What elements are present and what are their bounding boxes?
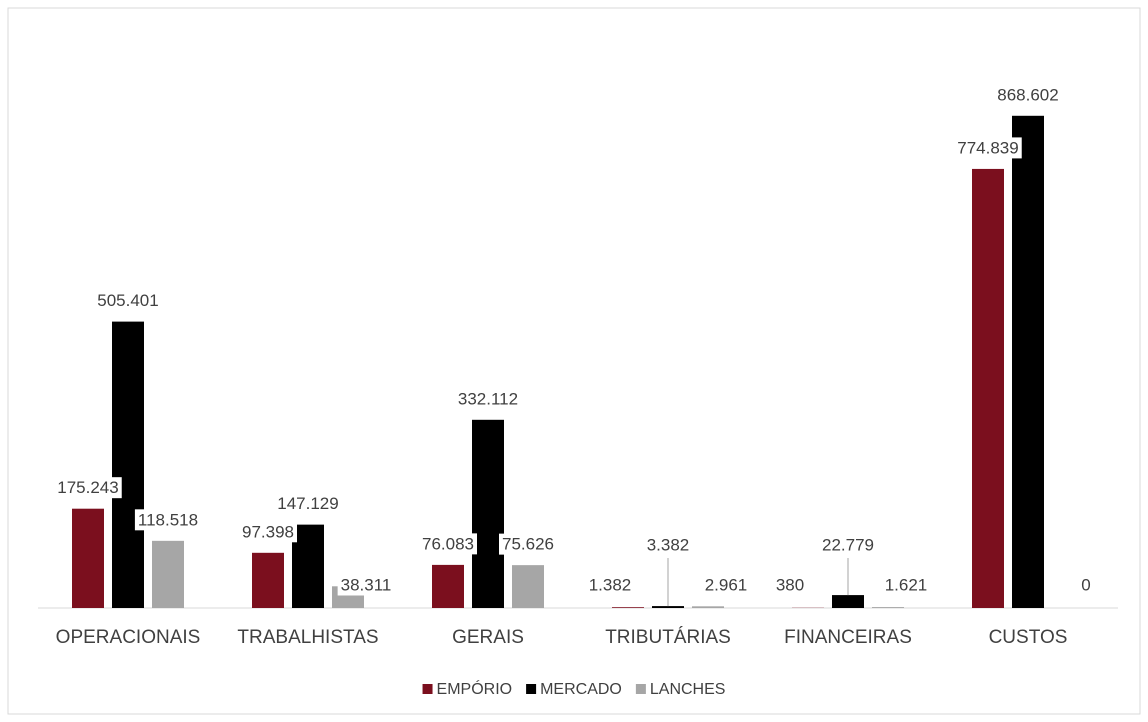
- data-label-bg: [994, 84, 1062, 106]
- data-label: 75.626: [502, 535, 554, 554]
- data-label-bg: [954, 137, 1022, 159]
- data-label-bg: [454, 388, 522, 410]
- data-label: 380: [776, 575, 804, 594]
- bar: [432, 564, 464, 608]
- data-label: 175.243: [57, 478, 118, 497]
- data-label: 38.311: [341, 575, 392, 594]
- data-label-bg: [337, 574, 395, 596]
- data-label: 1.621: [885, 575, 928, 594]
- data-label-bg: [1078, 574, 1094, 596]
- data-label: 774.839: [957, 138, 1018, 157]
- bar: [832, 595, 864, 608]
- data-label: 147.129: [277, 494, 338, 513]
- x-tick-label: GERAIS: [452, 627, 524, 648]
- data-label: 118.518: [138, 510, 198, 529]
- legend-label: EMPÓRIO: [437, 679, 513, 698]
- data-label-bg: [274, 493, 342, 515]
- data-label: 97.398: [242, 522, 294, 541]
- x-tick-label: TRIBUTÁRIAS: [605, 627, 731, 648]
- data-label: 868.602: [997, 85, 1058, 104]
- data-label-bg: [134, 509, 202, 531]
- bar: [872, 607, 904, 608]
- data-label-bg: [881, 574, 931, 596]
- data-label: 2.961: [705, 575, 748, 594]
- data-label: 0: [1081, 575, 1090, 594]
- bar: [152, 540, 184, 608]
- data-label-bg: [701, 574, 751, 596]
- bar: [1012, 115, 1044, 608]
- data-label: 1.382: [589, 575, 632, 594]
- data-label: 505.401: [97, 291, 158, 310]
- data-label-bg: [499, 533, 557, 555]
- legend-swatch: [526, 684, 537, 694]
- data-label-bg: [94, 290, 162, 312]
- bar: [112, 321, 144, 608]
- bar: [512, 565, 544, 608]
- bar: [692, 606, 724, 608]
- legend-label: LANCHES: [650, 681, 726, 698]
- data-label-bg: [772, 574, 808, 596]
- bar: [472, 419, 504, 608]
- data-label-bg: [585, 574, 635, 596]
- data-label: 3.382: [647, 535, 690, 554]
- x-tick-label: FINANCEIRAS: [784, 627, 912, 648]
- bar: [612, 607, 644, 608]
- data-label-bg: [819, 534, 877, 556]
- data-label-bg: [419, 533, 477, 555]
- x-tick-label: OPERACIONAIS: [56, 627, 201, 648]
- legend-label: MERCADO: [540, 681, 622, 698]
- data-label-bg: [643, 534, 693, 556]
- bar: [972, 168, 1004, 608]
- data-label: 22.779: [822, 535, 874, 554]
- data-label-bg: [54, 477, 122, 499]
- data-label: 76.083: [422, 534, 474, 553]
- legend-swatch: [422, 684, 433, 694]
- bar: [652, 606, 684, 608]
- data-label: 332.112: [458, 389, 518, 408]
- x-tick-label: CUSTOS: [989, 627, 1068, 648]
- bar: [72, 508, 104, 608]
- bar: [292, 524, 324, 608]
- data-label-bg: [239, 521, 297, 543]
- bar: [252, 552, 284, 608]
- legend-swatch: [635, 684, 646, 694]
- x-tick-label: TRABALHISTAS: [237, 627, 378, 648]
- chart-border: [7, 7, 1141, 715]
